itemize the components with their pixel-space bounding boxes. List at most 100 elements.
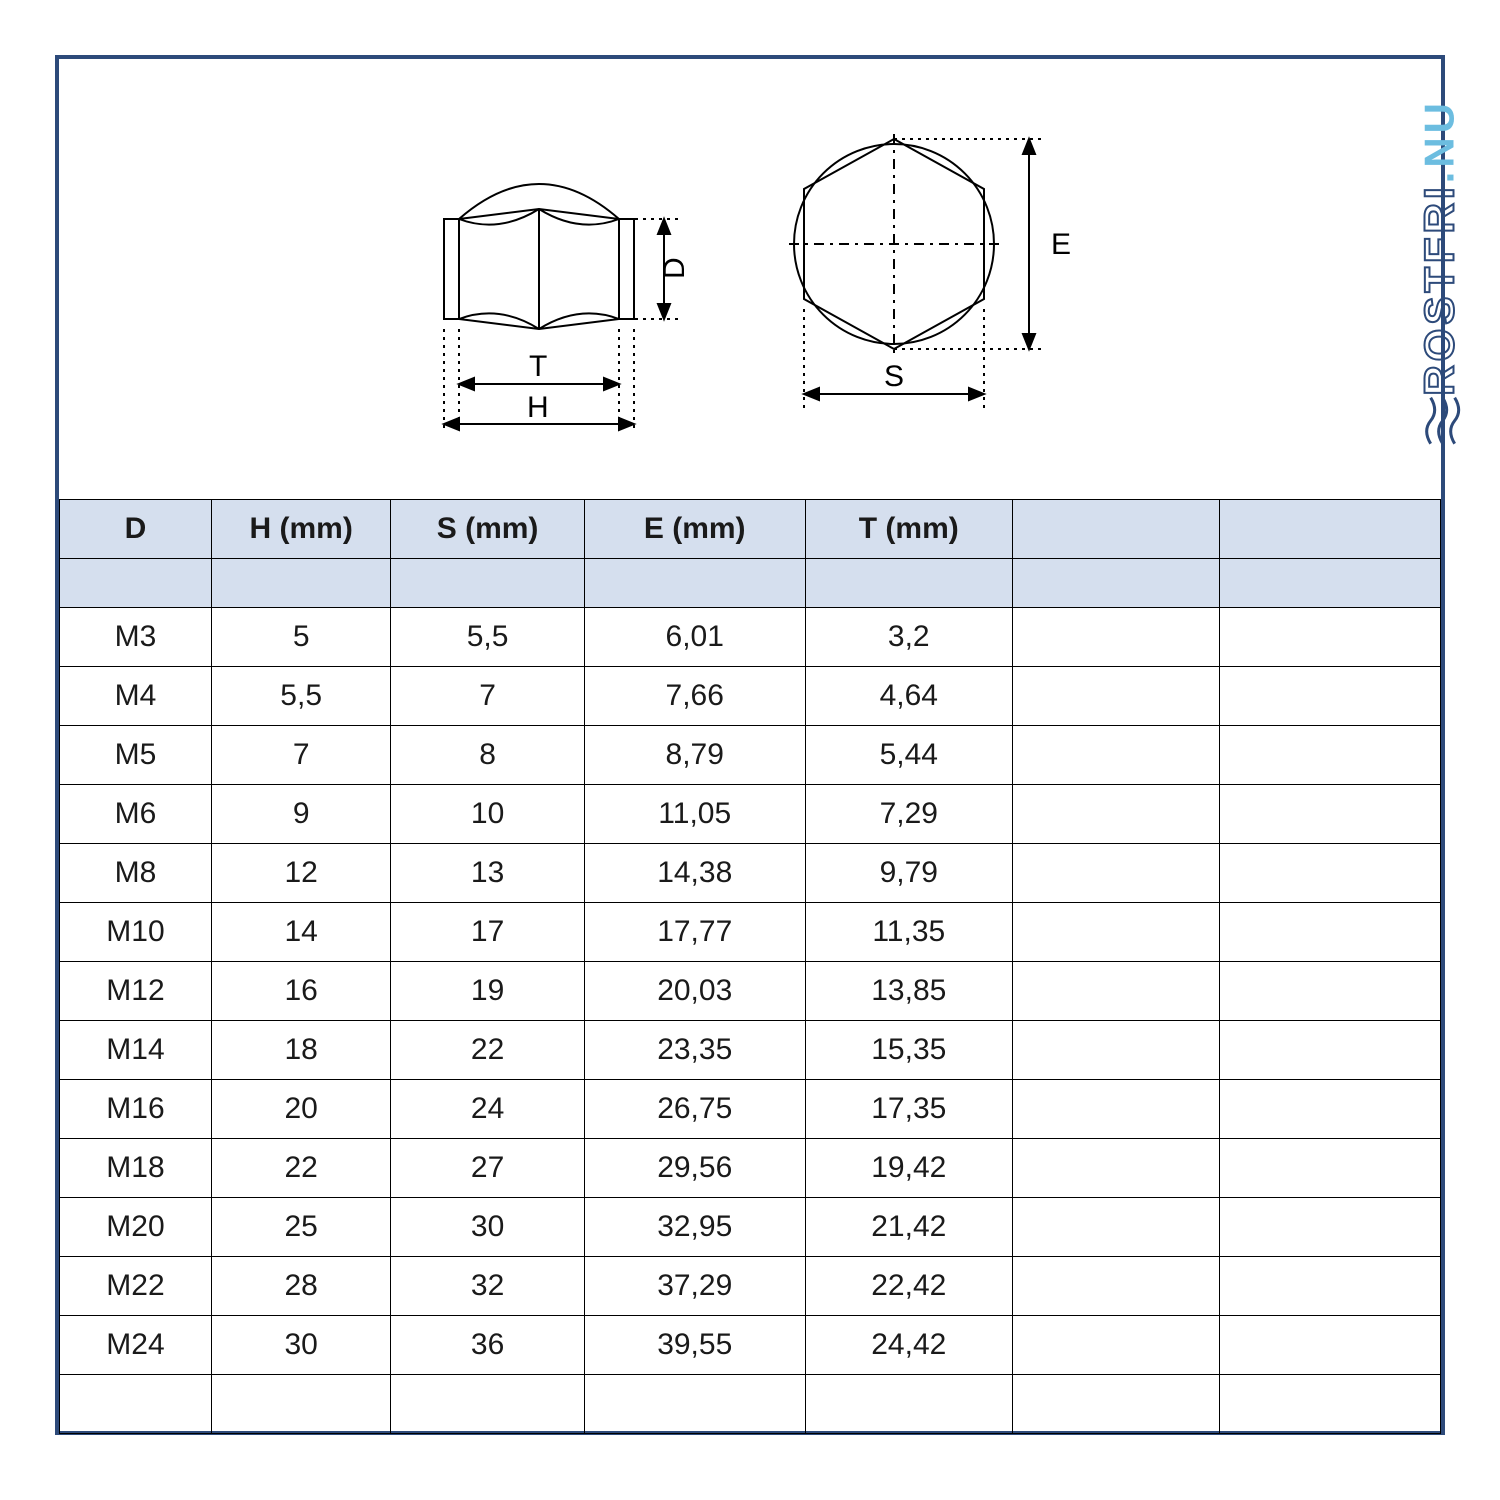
table-cell: 10	[391, 785, 584, 844]
table-cell: M6	[60, 785, 212, 844]
table-cell: M10	[60, 903, 212, 962]
table-cell: 17,77	[584, 903, 805, 962]
table-cell	[1219, 1080, 1440, 1139]
table-spacer-row	[60, 559, 1441, 608]
table-cell: 5,5	[391, 608, 584, 667]
table-cell	[391, 1375, 584, 1434]
table-cell: 11,35	[805, 903, 1012, 962]
table-cell: 39,55	[584, 1316, 805, 1375]
table-cell: 13,85	[805, 962, 1012, 1021]
table-cell: 5,44	[805, 726, 1012, 785]
table-cell: 32	[391, 1257, 584, 1316]
table-cell: M14	[60, 1021, 212, 1080]
table-cell	[1012, 785, 1219, 844]
table-cell: 19,42	[805, 1139, 1012, 1198]
table-cell	[1219, 785, 1440, 844]
table-cell	[1219, 1198, 1440, 1257]
table-cell: 23,35	[584, 1021, 805, 1080]
table-cell: M8	[60, 844, 212, 903]
table-cell: 32,95	[584, 1198, 805, 1257]
table-cell: 9,79	[805, 844, 1012, 903]
table-cell: 6,01	[584, 608, 805, 667]
table-cell: M22	[60, 1257, 212, 1316]
table-header-row: D H (mm) S (mm) E (mm) T (mm)	[60, 500, 1441, 559]
table-cell: 37,29	[584, 1257, 805, 1316]
table-cell	[1219, 1021, 1440, 1080]
table-cell: 8,79	[584, 726, 805, 785]
table-cell: 20,03	[584, 962, 805, 1021]
table-cell: 13	[391, 844, 584, 903]
col-header: D	[60, 500, 212, 559]
table-row: M691011,057,29	[60, 785, 1441, 844]
table-cell	[584, 1375, 805, 1434]
dimensions-table: D H (mm) S (mm) E (mm) T (mm) M355,56,01…	[59, 499, 1441, 1434]
table-row: M45,577,664,64	[60, 667, 1441, 726]
table-cell: 14	[211, 903, 391, 962]
table-cell: M20	[60, 1198, 212, 1257]
table-cell	[1012, 1257, 1219, 1316]
table-cell: M12	[60, 962, 212, 1021]
nut-side-view	[444, 184, 679, 430]
table-cell	[1219, 726, 1440, 785]
table-cell: M5	[60, 726, 212, 785]
table-cell: 14,38	[584, 844, 805, 903]
table-cell: 22	[211, 1139, 391, 1198]
brand-logo: ROSTFRI.NU	[1416, 99, 1464, 446]
table-cell	[1012, 1316, 1219, 1375]
table-cell	[1219, 1139, 1440, 1198]
table-cell: M16	[60, 1080, 212, 1139]
table-cell: 30	[391, 1198, 584, 1257]
table-cell	[1012, 608, 1219, 667]
table-cell: 36	[391, 1316, 584, 1375]
table-cell: 26,75	[584, 1080, 805, 1139]
nut-diagram: D T H	[399, 109, 1099, 469]
col-header	[1012, 500, 1219, 559]
table-cell: 24	[391, 1080, 584, 1139]
table-cell: 7	[391, 667, 584, 726]
table-row: M16202426,7517,35	[60, 1080, 1441, 1139]
dim-label-d: D	[658, 257, 691, 279]
table-cell: 7	[211, 726, 391, 785]
table-cell: 30	[211, 1316, 391, 1375]
table-cell	[1219, 844, 1440, 903]
table-cell: 28	[211, 1257, 391, 1316]
table-cell: 7,29	[805, 785, 1012, 844]
table-row: M355,56,013,2	[60, 608, 1441, 667]
content-frame: ROSTFRI.NU	[55, 55, 1445, 1435]
table-cell	[1219, 1316, 1440, 1375]
wave-icon	[1423, 396, 1463, 446]
table-row: M5788,795,44	[60, 726, 1441, 785]
table-cell: 27	[391, 1139, 584, 1198]
table-cell: 7,66	[584, 667, 805, 726]
table-cell: 17	[391, 903, 584, 962]
table-row: M10141717,7711,35	[60, 903, 1441, 962]
table-row: M20253032,9521,42	[60, 1198, 1441, 1257]
dim-label-e: E	[1051, 228, 1071, 261]
table-cell	[1012, 844, 1219, 903]
table-cell	[211, 1375, 391, 1434]
table-row: M12161920,0313,85	[60, 962, 1441, 1021]
table-row	[60, 1375, 1441, 1434]
table-cell: 4,64	[805, 667, 1012, 726]
table-cell: 11,05	[584, 785, 805, 844]
table-cell: 25	[211, 1198, 391, 1257]
col-header: H (mm)	[211, 500, 391, 559]
col-header: E (mm)	[584, 500, 805, 559]
table-row: M24303639,5524,42	[60, 1316, 1441, 1375]
table-cell: 5	[211, 608, 391, 667]
table-cell	[1219, 608, 1440, 667]
table-cell	[805, 1375, 1012, 1434]
table-cell	[1012, 1375, 1219, 1434]
table-cell	[1012, 962, 1219, 1021]
diagram-area: ROSTFRI.NU	[59, 59, 1441, 499]
table-row: M14182223,3515,35	[60, 1021, 1441, 1080]
logo-text-1: ROSTFRI	[1416, 183, 1463, 395]
table-cell: M3	[60, 608, 212, 667]
table-cell	[60, 1375, 212, 1434]
table-cell: 22	[391, 1021, 584, 1080]
table-cell: 24,42	[805, 1316, 1012, 1375]
table-cell: 21,42	[805, 1198, 1012, 1257]
table-cell	[1012, 903, 1219, 962]
nut-top-view	[789, 134, 1044, 409]
table-cell: 18	[211, 1021, 391, 1080]
